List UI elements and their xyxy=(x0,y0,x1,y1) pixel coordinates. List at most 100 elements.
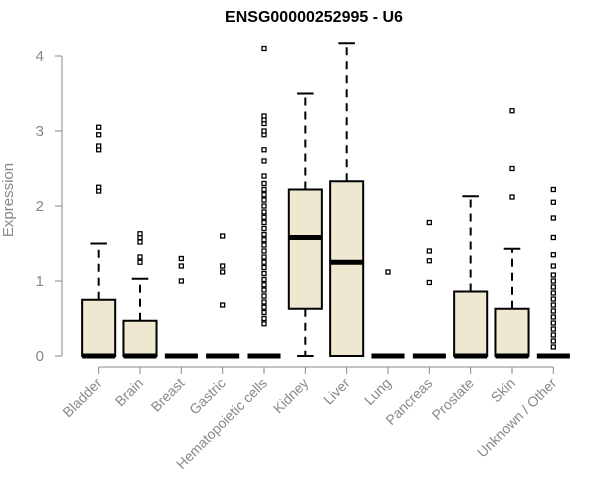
outlier-point xyxy=(509,194,515,200)
outlier-point xyxy=(261,147,267,153)
x-tick-label: Bladder xyxy=(59,375,105,421)
outlier-point xyxy=(426,219,432,226)
box-liver xyxy=(329,42,365,357)
box-iqr xyxy=(122,319,158,357)
outlier-point xyxy=(178,263,184,269)
outlier-point xyxy=(550,344,556,350)
outlier-point xyxy=(178,255,184,262)
outlier-point xyxy=(261,264,267,271)
box-iqr xyxy=(81,298,117,357)
outlier-point xyxy=(550,308,556,314)
outlier-point xyxy=(137,259,143,265)
x-tick-label: Prostate xyxy=(429,375,477,423)
outlier-point xyxy=(220,263,226,269)
y-axis: 0 1 2 3 4 xyxy=(36,48,63,365)
outlier-point xyxy=(178,278,184,284)
outlier-point xyxy=(261,158,267,164)
outlier-point xyxy=(426,279,432,286)
outlier-point xyxy=(550,302,556,308)
x-tick-label: Brain xyxy=(112,375,146,409)
x-tick-label: Breast xyxy=(148,375,188,415)
x-tick-label: Liver xyxy=(320,375,353,408)
outlier-point xyxy=(550,278,556,284)
outlier-point xyxy=(261,304,267,310)
outlier-point xyxy=(261,259,267,265)
outlier-point xyxy=(220,233,226,239)
outlier-point xyxy=(261,173,267,179)
box-prostate xyxy=(453,195,489,359)
outlier-point xyxy=(550,326,556,332)
outlier-point xyxy=(137,231,143,237)
box-bladder xyxy=(81,124,117,359)
box-brain xyxy=(122,231,158,359)
y-tick-label: 2 xyxy=(36,198,44,215)
outlier-point xyxy=(261,270,267,277)
outlier-point xyxy=(261,186,267,193)
outlier-point xyxy=(550,263,556,269)
outlier-point xyxy=(550,186,556,193)
outlier-point xyxy=(550,332,556,338)
outlier-point xyxy=(261,309,267,316)
outlier-point xyxy=(137,254,143,260)
outlier-point xyxy=(550,314,556,320)
outlier-point xyxy=(261,254,267,260)
outlier-point xyxy=(261,293,267,299)
outlier-point xyxy=(261,219,267,226)
outlier-point xyxy=(426,258,432,264)
outlier-point xyxy=(550,272,556,278)
outlier-point xyxy=(96,143,102,149)
outlier-point xyxy=(261,209,267,215)
outlier-point xyxy=(550,252,556,258)
outlier-point xyxy=(96,184,102,190)
outlier-point xyxy=(261,237,267,243)
outlier-point xyxy=(509,108,515,114)
x-tick-label: Lung xyxy=(361,375,394,408)
outlier-point xyxy=(261,299,267,305)
outlier-point xyxy=(550,338,556,344)
box-iqr xyxy=(494,307,530,357)
outlier-point xyxy=(261,242,267,248)
y-axis-label: Expression xyxy=(0,163,17,237)
outlier-point xyxy=(261,113,267,119)
box-breast xyxy=(164,255,198,359)
y-tick-label: 1 xyxy=(36,273,44,290)
x-tick-label: Skin xyxy=(488,375,519,406)
outlier-point xyxy=(550,199,556,205)
box-hematopoietic-cells xyxy=(247,45,281,359)
chart-title: ENSG00000252995 - U6 xyxy=(225,9,403,26)
outlier-point xyxy=(261,180,267,187)
outlier-point xyxy=(426,248,432,254)
outlier-point xyxy=(220,269,226,275)
outlier-point xyxy=(261,282,267,288)
box-iqr xyxy=(287,188,323,310)
box-skin xyxy=(494,108,530,359)
outlier-point xyxy=(509,165,515,172)
x-tick-label: Kidney xyxy=(270,375,312,417)
outlier-point xyxy=(261,197,267,203)
y-tick-label: 3 xyxy=(36,123,44,140)
outlier-point xyxy=(550,234,556,241)
outlier-point xyxy=(96,132,102,138)
boxes xyxy=(81,42,570,359)
outlier-point xyxy=(261,231,267,238)
outlier-point xyxy=(137,239,143,245)
box-pancreas xyxy=(412,219,446,359)
outlier-point xyxy=(385,269,391,275)
box-iqr xyxy=(329,180,365,357)
box-iqr xyxy=(453,290,489,357)
outlier-point xyxy=(220,302,226,308)
outlier-point xyxy=(261,45,267,52)
outlier-point xyxy=(261,321,267,327)
outlier-point xyxy=(550,296,556,302)
y-tick-label: 4 xyxy=(36,48,44,65)
outlier-point xyxy=(96,124,102,130)
box-unknown-other xyxy=(536,186,570,359)
outlier-point xyxy=(550,284,556,290)
outlier-point xyxy=(261,214,267,220)
y-tick-label: 0 xyxy=(36,348,44,365)
outlier-point xyxy=(261,276,267,283)
outlier-point xyxy=(550,215,556,221)
outlier-point xyxy=(261,287,267,293)
